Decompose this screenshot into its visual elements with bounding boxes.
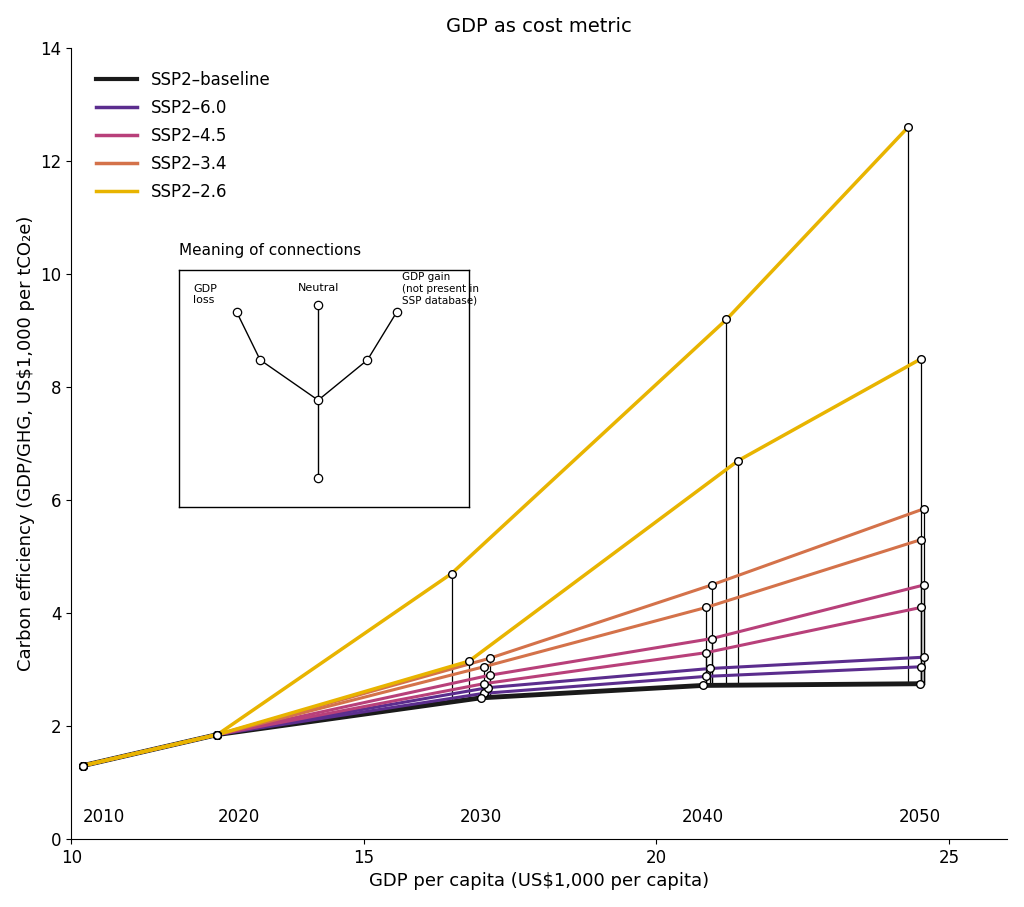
Text: 2010: 2010 <box>83 808 125 826</box>
Text: 2020: 2020 <box>217 808 260 826</box>
Title: GDP as cost metric: GDP as cost metric <box>446 16 632 35</box>
X-axis label: GDP per capita (US$1,000 per capita): GDP per capita (US$1,000 per capita) <box>370 873 710 891</box>
Y-axis label: Carbon efficiency (GDP/GHG, US$1,000 per tCO₂e): Carbon efficiency (GDP/GHG, US$1,000 per… <box>16 216 35 671</box>
Legend: SSP2–baseline, SSP2–6.0, SSP2–4.5, SSP2–3.4, SSP2–2.6: SSP2–baseline, SSP2–6.0, SSP2–4.5, SSP2–… <box>89 64 276 208</box>
Text: 2040: 2040 <box>682 808 724 826</box>
Text: 2030: 2030 <box>460 808 502 826</box>
Text: Meaning of connections: Meaning of connections <box>179 243 361 258</box>
Text: 2050: 2050 <box>898 808 941 826</box>
